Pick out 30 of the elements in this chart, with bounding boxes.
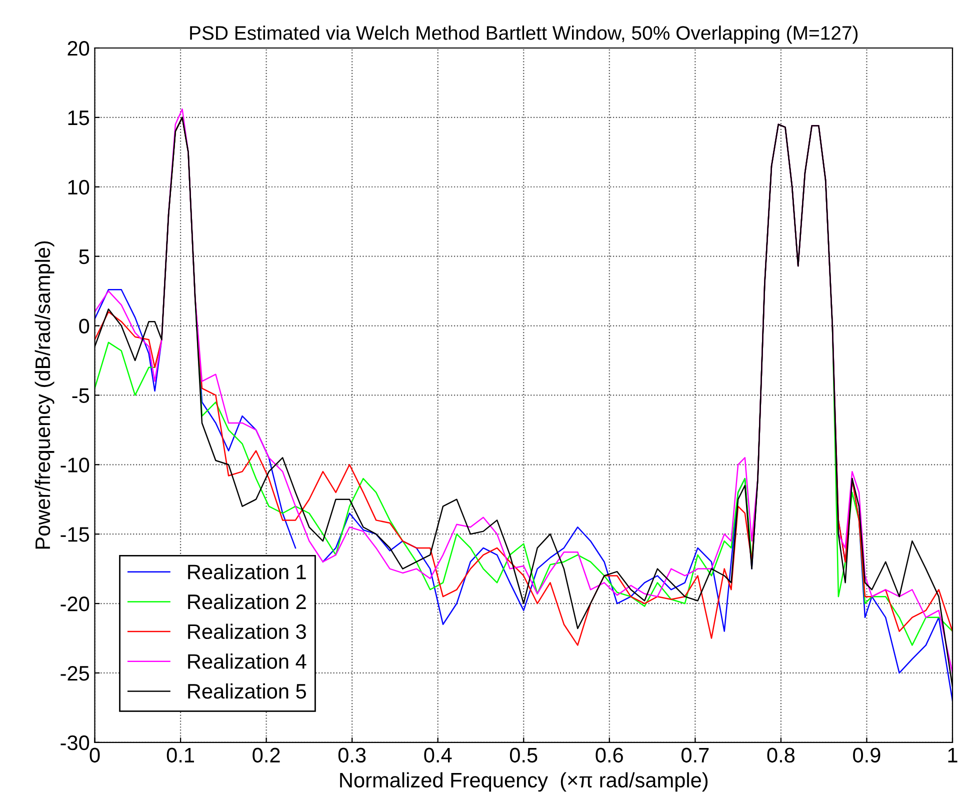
x-tick-label: 0.9	[853, 748, 880, 763]
y-tick-label: 10	[68, 180, 90, 195]
y-tick-label: 0	[79, 318, 90, 334]
legend-label: Realization 1	[188, 564, 306, 580]
x-tick-label: 0.1	[166, 748, 194, 763]
legend-label: Realization 3	[188, 624, 306, 640]
y-tick-label: -25	[60, 666, 90, 681]
chart-title: PSD Estimated via Welch Method Bartlett Window, 50% Overlapping (M=127)	[190, 26, 858, 44]
x-tick-label: 0.2	[252, 748, 280, 763]
x-tick-label: 0.3	[338, 748, 366, 763]
y-tick-label: -30	[60, 735, 90, 750]
y-tick-label: -15	[60, 527, 90, 542]
x-tick-label: 0.4	[424, 748, 452, 763]
y-tick-label: 5	[79, 250, 90, 264]
x-tick-label: 0.7	[682, 748, 709, 763]
y-tick-label: 15	[68, 110, 90, 126]
legend-label: Realization 4	[188, 654, 306, 669]
x-tick-label: 0	[90, 748, 100, 763]
x-tick-label: 0.5	[510, 748, 538, 763]
legend-label: Realization 5	[188, 683, 306, 699]
y-axis-title: Power/frequency (dB/rad/sample)	[34, 241, 54, 549]
y-tick-label: -20	[60, 596, 90, 612]
x-axis-title: Normalized Frequency (×π rad/sample)	[340, 772, 708, 792]
y-tick-label: 20	[68, 41, 90, 56]
y-tick-label: -5	[72, 388, 90, 403]
y-tick-label: -10	[60, 458, 90, 472]
legend-label: Realization 2	[188, 594, 306, 610]
x-tick-label: 0.6	[596, 748, 623, 763]
x-tick-label: 1	[948, 748, 958, 762]
x-tick-label: 0.8	[767, 748, 795, 763]
